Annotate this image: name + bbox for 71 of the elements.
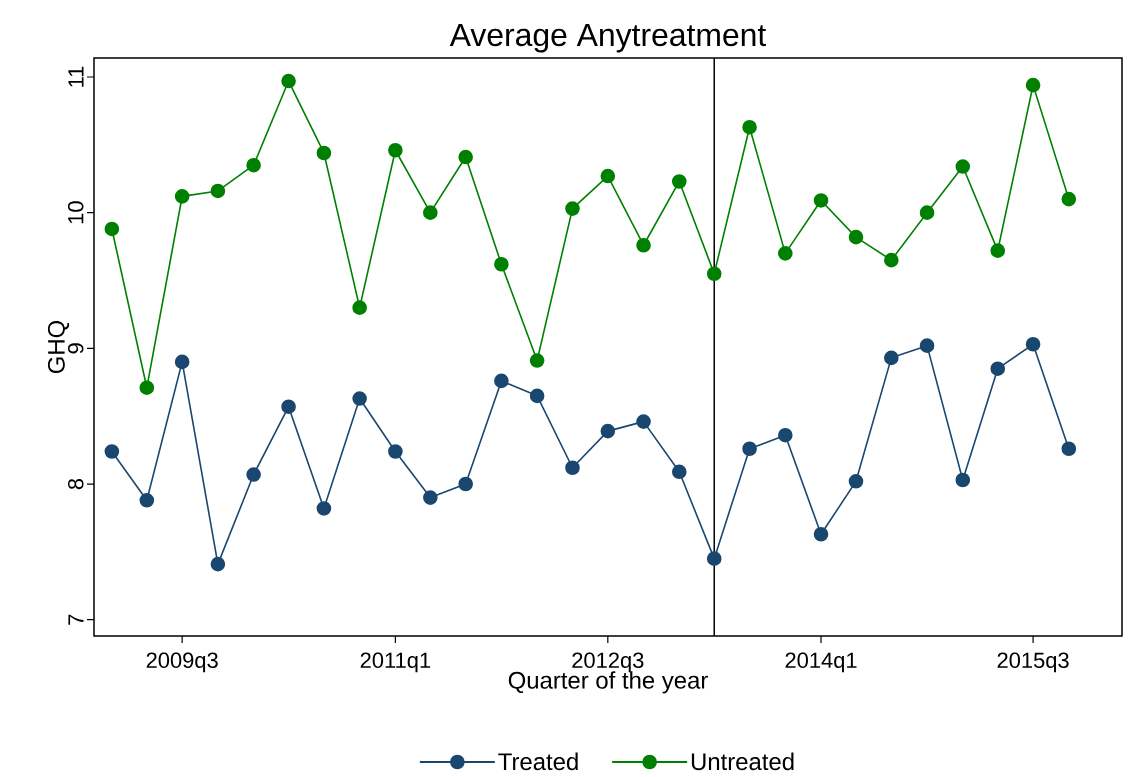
point: [565, 460, 580, 476]
y-tick-label: 7: [68, 614, 84, 625]
point: [742, 441, 757, 457]
point: [778, 427, 793, 443]
point: [778, 246, 793, 261]
point: [104, 221, 120, 237]
point: [884, 252, 899, 268]
point: [494, 373, 509, 389]
point: [919, 338, 935, 353]
point: [210, 183, 226, 199]
point: [246, 467, 261, 482]
point: [281, 399, 296, 414]
point: [990, 361, 1006, 377]
point: [316, 145, 332, 161]
point: [919, 205, 935, 220]
x-tick-label: 2009q3: [146, 652, 218, 673]
point: [884, 350, 899, 366]
point: [174, 189, 190, 204]
point: [388, 142, 403, 158]
legend-label: Untreated: [691, 752, 794, 771]
point: [388, 444, 403, 459]
x-tick-label: 2011q1: [360, 652, 431, 673]
point: [139, 493, 155, 508]
point: [565, 201, 580, 216]
y-tick-label: 11: [68, 66, 84, 87]
point: [706, 551, 722, 566]
point: [1061, 191, 1077, 207]
point: [706, 266, 722, 282]
point: [246, 157, 261, 173]
point: [813, 526, 829, 542]
y-tick-label: 9: [67, 343, 84, 354]
point: [174, 354, 190, 370]
x-axis-title: Quarter of the year: [508, 671, 708, 694]
point: [352, 300, 367, 315]
point: [529, 353, 545, 368]
point: [494, 256, 509, 272]
point: [848, 229, 864, 245]
x-tick-label: 2015q3: [997, 652, 1069, 673]
point: [139, 380, 155, 395]
point: [1061, 441, 1077, 457]
x-tick-label: 2012q3: [572, 652, 644, 673]
point: [636, 414, 651, 429]
point: [955, 472, 971, 488]
point: [955, 159, 971, 174]
point: [423, 205, 438, 220]
point: [636, 237, 651, 253]
point: [458, 149, 473, 165]
y-tick-label: 8: [67, 478, 84, 490]
chart-title: Average Anytreatment: [449, 23, 767, 53]
point: [352, 391, 367, 406]
y-tick-label: 10: [67, 201, 84, 224]
point: [848, 474, 864, 489]
point: [316, 501, 332, 516]
point: [529, 388, 545, 404]
point: [813, 193, 829, 208]
point: [104, 444, 120, 459]
point: [1025, 77, 1041, 93]
x-tick-label: 2014q1: [785, 652, 857, 673]
legend-label: Treated: [498, 752, 578, 771]
point: [742, 119, 757, 135]
point: [423, 490, 438, 505]
point: [671, 464, 687, 480]
point: [600, 423, 616, 439]
point: [281, 73, 296, 89]
point: [990, 243, 1006, 258]
point: [458, 476, 473, 492]
point: [600, 168, 616, 184]
point: [1025, 336, 1041, 352]
point: [210, 556, 226, 572]
point: [671, 174, 687, 189]
y-axis-title: GHQ: [47, 320, 70, 374]
